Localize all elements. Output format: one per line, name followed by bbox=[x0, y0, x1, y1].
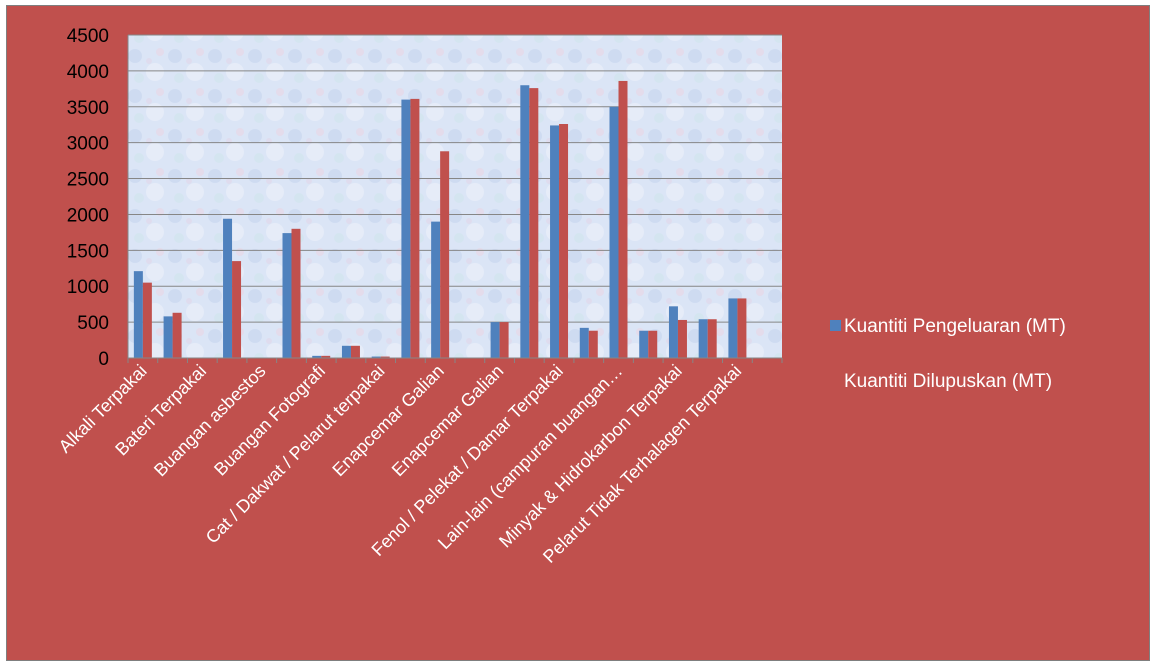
bar-pengeluaran bbox=[728, 298, 738, 358]
bar-pengeluaran bbox=[698, 319, 708, 358]
bar-dilupuskan bbox=[707, 319, 717, 358]
bar-pengeluaran bbox=[401, 99, 411, 358]
bar-dilupuskan bbox=[291, 228, 301, 358]
bar-dilupuskan bbox=[232, 261, 242, 358]
bar-pengeluaran bbox=[579, 327, 589, 358]
bar-dilupuskan bbox=[142, 282, 152, 358]
y-tick-label: 2000 bbox=[67, 205, 109, 226]
legend-label-pengeluaran: Kuantiti Pengeluaran (MT) bbox=[844, 316, 1066, 337]
bar-dilupuskan bbox=[648, 330, 658, 358]
bar-pengeluaran bbox=[223, 218, 233, 358]
bar-dilupuskan bbox=[677, 319, 687, 358]
y-tick-label: 1000 bbox=[67, 277, 109, 298]
bar-pengeluaran bbox=[431, 221, 441, 358]
y-tick-label: 4000 bbox=[67, 62, 109, 83]
bar-pengeluaran bbox=[163, 316, 173, 358]
legend-swatch-pengeluaran bbox=[830, 320, 841, 331]
bar-pengeluaran bbox=[668, 306, 678, 358]
bar-pengeluaran bbox=[371, 356, 381, 358]
bar-pengeluaran bbox=[550, 125, 560, 358]
y-tick-label: 500 bbox=[77, 313, 109, 334]
bar-dilupuskan bbox=[172, 312, 182, 358]
bar-dilupuskan bbox=[559, 124, 569, 358]
axes bbox=[127, 35, 783, 363]
bar-dilupuskan bbox=[499, 322, 509, 358]
y-tick-label: 0 bbox=[98, 349, 109, 370]
bar-pengeluaran bbox=[133, 271, 143, 358]
bar-pengeluaran bbox=[520, 85, 530, 358]
bar-dilupuskan bbox=[529, 88, 539, 359]
y-tick-label: 3500 bbox=[67, 98, 109, 119]
bar-pengeluaran bbox=[341, 345, 351, 358]
y-axis-tick-labels: 0 500 1000 1500 2000 2500 3000 3500 4000 4500 bbox=[67, 26, 109, 370]
legend-swatch-dilupuskan bbox=[830, 375, 841, 386]
bar-dilupuskan bbox=[410, 98, 420, 358]
gridlines bbox=[128, 34, 782, 323]
bar-dilupuskan bbox=[737, 298, 747, 358]
y-tick-label: 4500 bbox=[67, 26, 109, 47]
bar-pengeluaran bbox=[609, 106, 619, 359]
bar-pengeluaran bbox=[312, 355, 322, 358]
y-tick-label: 1500 bbox=[67, 241, 109, 262]
bars bbox=[133, 80, 747, 359]
y-tick-label: 3000 bbox=[67, 134, 109, 155]
bar-dilupuskan bbox=[321, 355, 331, 358]
bar-pengeluaran bbox=[282, 233, 292, 358]
legend: Kuantiti Pengeluaran (MT) Kuantiti Dilupu… bbox=[830, 316, 1066, 392]
bar-dilupuskan bbox=[588, 330, 598, 358]
chart-frame: 0 500 1000 1500 2000 2500 3000 3500 4000 4500 Alk… bbox=[6, 5, 1150, 661]
bar-pengeluaran bbox=[490, 322, 500, 358]
legend-label-dilupuskan: Kuantiti Dilupuskan (MT) bbox=[844, 371, 1052, 392]
bar-pengeluaran bbox=[639, 330, 649, 358]
bar-dilupuskan bbox=[618, 80, 628, 358]
bar-dilupuskan bbox=[380, 356, 390, 358]
y-tick-label: 2500 bbox=[67, 170, 109, 191]
bar-dilupuskan bbox=[350, 345, 360, 358]
bar-dilupuskan bbox=[440, 151, 450, 358]
